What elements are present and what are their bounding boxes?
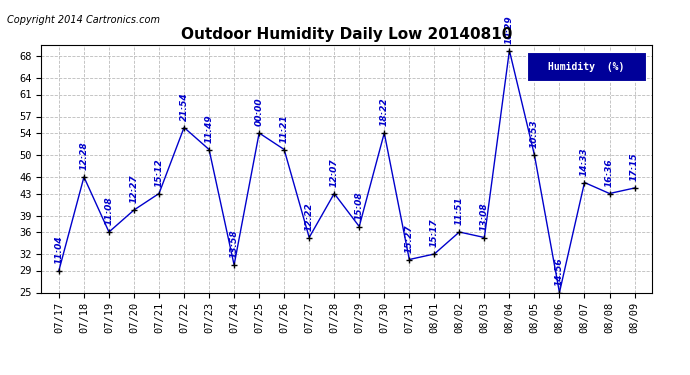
Text: 15:17: 15:17 xyxy=(430,219,439,248)
Text: 12:22: 12:22 xyxy=(305,202,314,231)
Text: 21:54: 21:54 xyxy=(179,92,188,121)
Text: 14:56: 14:56 xyxy=(555,257,564,286)
Text: 14:33: 14:33 xyxy=(580,147,589,176)
Text: 11:21: 11:21 xyxy=(279,114,288,143)
Text: 16:36: 16:36 xyxy=(605,158,614,187)
Text: 11:51: 11:51 xyxy=(455,197,464,225)
Text: 15:08: 15:08 xyxy=(355,191,364,220)
Text: 10:53: 10:53 xyxy=(530,120,539,148)
Text: 11:08: 11:08 xyxy=(104,197,113,225)
Text: Copyright 2014 Cartronics.com: Copyright 2014 Cartronics.com xyxy=(7,15,160,25)
Text: 11:49: 11:49 xyxy=(204,114,214,143)
Text: 18:22: 18:22 xyxy=(380,98,388,126)
Text: 13:08: 13:08 xyxy=(480,202,489,231)
Text: 12:07: 12:07 xyxy=(330,158,339,187)
Title: Outdoor Humidity Daily Low 20140810: Outdoor Humidity Daily Low 20140810 xyxy=(181,27,513,42)
Text: 12:27: 12:27 xyxy=(130,175,139,203)
Text: 11:04: 11:04 xyxy=(55,235,63,264)
Text: 15:27: 15:27 xyxy=(405,224,414,253)
Text: 15:12: 15:12 xyxy=(155,158,164,187)
Text: 12:28: 12:28 xyxy=(79,142,88,170)
Text: 10:29: 10:29 xyxy=(505,15,514,44)
Text: 00:00: 00:00 xyxy=(255,98,264,126)
Text: 17:15: 17:15 xyxy=(630,153,639,182)
Text: 13:58: 13:58 xyxy=(230,230,239,258)
